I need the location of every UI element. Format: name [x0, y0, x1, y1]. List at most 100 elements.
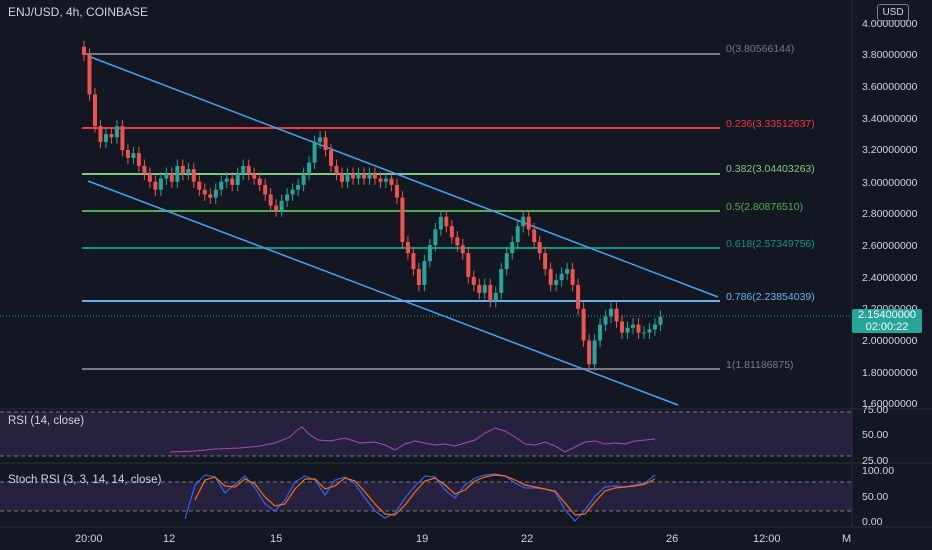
candle-body	[334, 165, 339, 174]
candle-body	[301, 173, 306, 185]
candle-body	[285, 194, 290, 201]
candle-body	[641, 332, 646, 334]
candle-body	[235, 173, 240, 185]
fib-label-0618: 0.618(2.57349756)	[726, 238, 815, 250]
candle-body	[482, 284, 487, 293]
candle-body	[504, 253, 509, 270]
time-label: 12	[163, 533, 175, 545]
candle-body	[186, 169, 191, 174]
fib-label-0786: 0.786(2.23854039)	[726, 291, 815, 303]
candle-body	[125, 150, 130, 158]
candle-body	[537, 242, 542, 254]
candle-body	[191, 169, 196, 182]
time-label: 15	[270, 533, 282, 545]
candle-body	[592, 340, 597, 365]
stoch-tick: 50.00	[862, 491, 888, 503]
candle-body	[598, 324, 603, 341]
candle-body	[175, 165, 180, 182]
time-label: M	[842, 533, 851, 545]
candle-body	[400, 197, 405, 243]
stoch-rsi-indicator-label[interactable]: Stoch RSI (3, 3, 14, 14, close)	[8, 474, 162, 486]
stoch-band	[0, 482, 852, 511]
candle-body	[449, 226, 454, 238]
candle-body	[296, 184, 301, 190]
price-tick: 3.20000000	[862, 144, 918, 156]
candle-body	[405, 242, 410, 254]
fib-label-0382: 0.382(3.04403263)	[726, 163, 815, 175]
candle-body	[224, 178, 229, 182]
rsi-tick: 75.00	[862, 404, 888, 416]
candle-body	[109, 134, 114, 138]
candle-body	[625, 327, 630, 333]
stoch-axis: 100.00 50.00 0.00	[862, 465, 894, 528]
candle-body	[427, 245, 432, 262]
time-axis: 20:00 12 15 19 22 26 12:00 M	[75, 533, 851, 545]
candle-body	[351, 173, 356, 179]
price-tick: 2.80000000	[862, 208, 918, 220]
price-tick: 2.00000000	[862, 335, 918, 347]
candle-body	[312, 142, 317, 163]
candle-body	[153, 181, 158, 190]
candle-body	[652, 324, 657, 330]
price-tick: 1.60000000	[862, 398, 918, 410]
candle-body	[515, 226, 520, 243]
candle-body	[246, 165, 251, 174]
candle-body	[455, 237, 460, 246]
candle-body	[609, 308, 614, 317]
candle-body	[263, 184, 268, 195]
price-tick: 1.80000000	[862, 367, 918, 379]
rsi-indicator-label[interactable]: RSI (14, close)	[8, 415, 85, 427]
candle-body	[378, 178, 383, 182]
candle-body	[323, 137, 328, 150]
candle-body	[180, 165, 185, 174]
candle-body	[208, 194, 213, 198]
candle-body	[241, 165, 246, 174]
price-tick: 2.40000000	[862, 272, 918, 284]
rsi-band	[0, 412, 852, 456]
candle-body	[620, 321, 625, 333]
candle-body	[279, 200, 284, 211]
candle-body	[532, 229, 537, 243]
candle-body	[367, 173, 372, 179]
current-price-value: 2.15400000	[857, 309, 917, 321]
stoch-tick: 0.00	[862, 516, 883, 528]
candle-body	[658, 316, 663, 325]
candle-body	[87, 54, 92, 95]
price-tick: 3.40000000	[862, 113, 918, 125]
candle-body	[647, 329, 652, 333]
currency-button[interactable]: USD	[877, 4, 909, 21]
price-tick: 3.80000000	[862, 49, 918, 61]
candle-body	[318, 137, 323, 143]
price-tick: 3.60000000	[862, 81, 918, 93]
candle-body	[92, 94, 97, 127]
candle-body	[329, 150, 334, 166]
time-label: 26	[666, 533, 678, 545]
candle-body	[559, 273, 564, 281]
channel-upper-line	[87, 55, 719, 298]
stoch-lines	[184, 473, 656, 522]
candle-body	[471, 277, 476, 285]
candle-body	[416, 269, 421, 285]
candle-body	[383, 178, 388, 182]
price-axis: 4.00000000 3.80000000 3.60000000 3.40000…	[862, 18, 918, 410]
candle-body	[587, 340, 592, 365]
candle-body	[257, 178, 262, 185]
candle-body	[438, 216, 443, 230]
candle-body	[356, 173, 361, 179]
candle-body	[372, 173, 377, 179]
fib-label-1: 1(1.81186875)	[726, 359, 794, 371]
fib-label-05: 0.5(2.80876510)	[726, 201, 803, 213]
candle-body	[345, 173, 350, 182]
price-tick: 4.00000000	[862, 18, 918, 30]
candle-body	[636, 324, 641, 333]
candle-body	[98, 126, 103, 143]
candle-body	[543, 253, 548, 270]
current-price-tag: 2.15400000 02:00:22	[852, 309, 922, 333]
candle-body	[554, 280, 559, 285]
time-label: 22	[521, 533, 533, 545]
candle-body	[394, 184, 399, 198]
candle-body	[164, 173, 169, 179]
candle-body	[581, 308, 586, 341]
candle-body	[444, 216, 449, 227]
